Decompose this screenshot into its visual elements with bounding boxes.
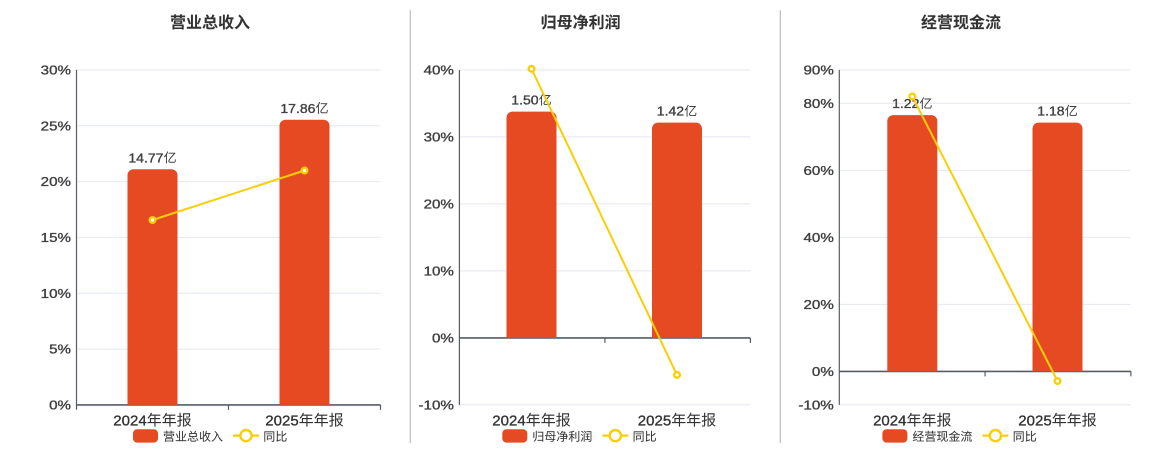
svg-text:2025: 2025	[265, 412, 298, 429]
svg-text:90%: 90%	[804, 63, 835, 78]
svg-text:10%: 10%	[41, 286, 72, 301]
svg-text:2024: 2024	[873, 412, 906, 429]
svg-text:10%: 10%	[424, 264, 455, 279]
svg-text:17.86: 17.86	[280, 101, 315, 116]
svg-text:0%: 0%	[812, 364, 834, 379]
svg-text:2024: 2024	[113, 412, 146, 429]
svg-text:40%: 40%	[804, 230, 835, 245]
svg-text:1.18: 1.18	[1037, 104, 1064, 119]
svg-text:20%: 20%	[804, 297, 835, 312]
svg-text:1.50: 1.50	[511, 93, 538, 108]
svg-text:30%: 30%	[41, 63, 72, 78]
svg-text:40%: 40%	[424, 63, 455, 78]
svg-text:1.42: 1.42	[657, 104, 684, 119]
svg-text:-10%: -10%	[419, 398, 455, 413]
svg-text:25%: 25%	[41, 118, 72, 133]
svg-text:-10%: -10%	[798, 398, 834, 413]
svg-text:2024: 2024	[492, 412, 525, 429]
svg-text:80%: 80%	[804, 96, 835, 111]
svg-text:60%: 60%	[804, 163, 835, 178]
svg-text:14.77: 14.77	[128, 150, 163, 165]
svg-text:20%: 20%	[424, 197, 455, 212]
svg-text:30%: 30%	[424, 130, 455, 145]
svg-text:5%: 5%	[49, 342, 71, 357]
svg-text:0%: 0%	[49, 398, 71, 413]
svg-text:20%: 20%	[41, 174, 72, 189]
svg-text:2025: 2025	[1018, 412, 1051, 429]
svg-text:2025: 2025	[638, 412, 671, 429]
svg-text:15%: 15%	[41, 230, 72, 245]
svg-text:0%: 0%	[432, 331, 454, 346]
